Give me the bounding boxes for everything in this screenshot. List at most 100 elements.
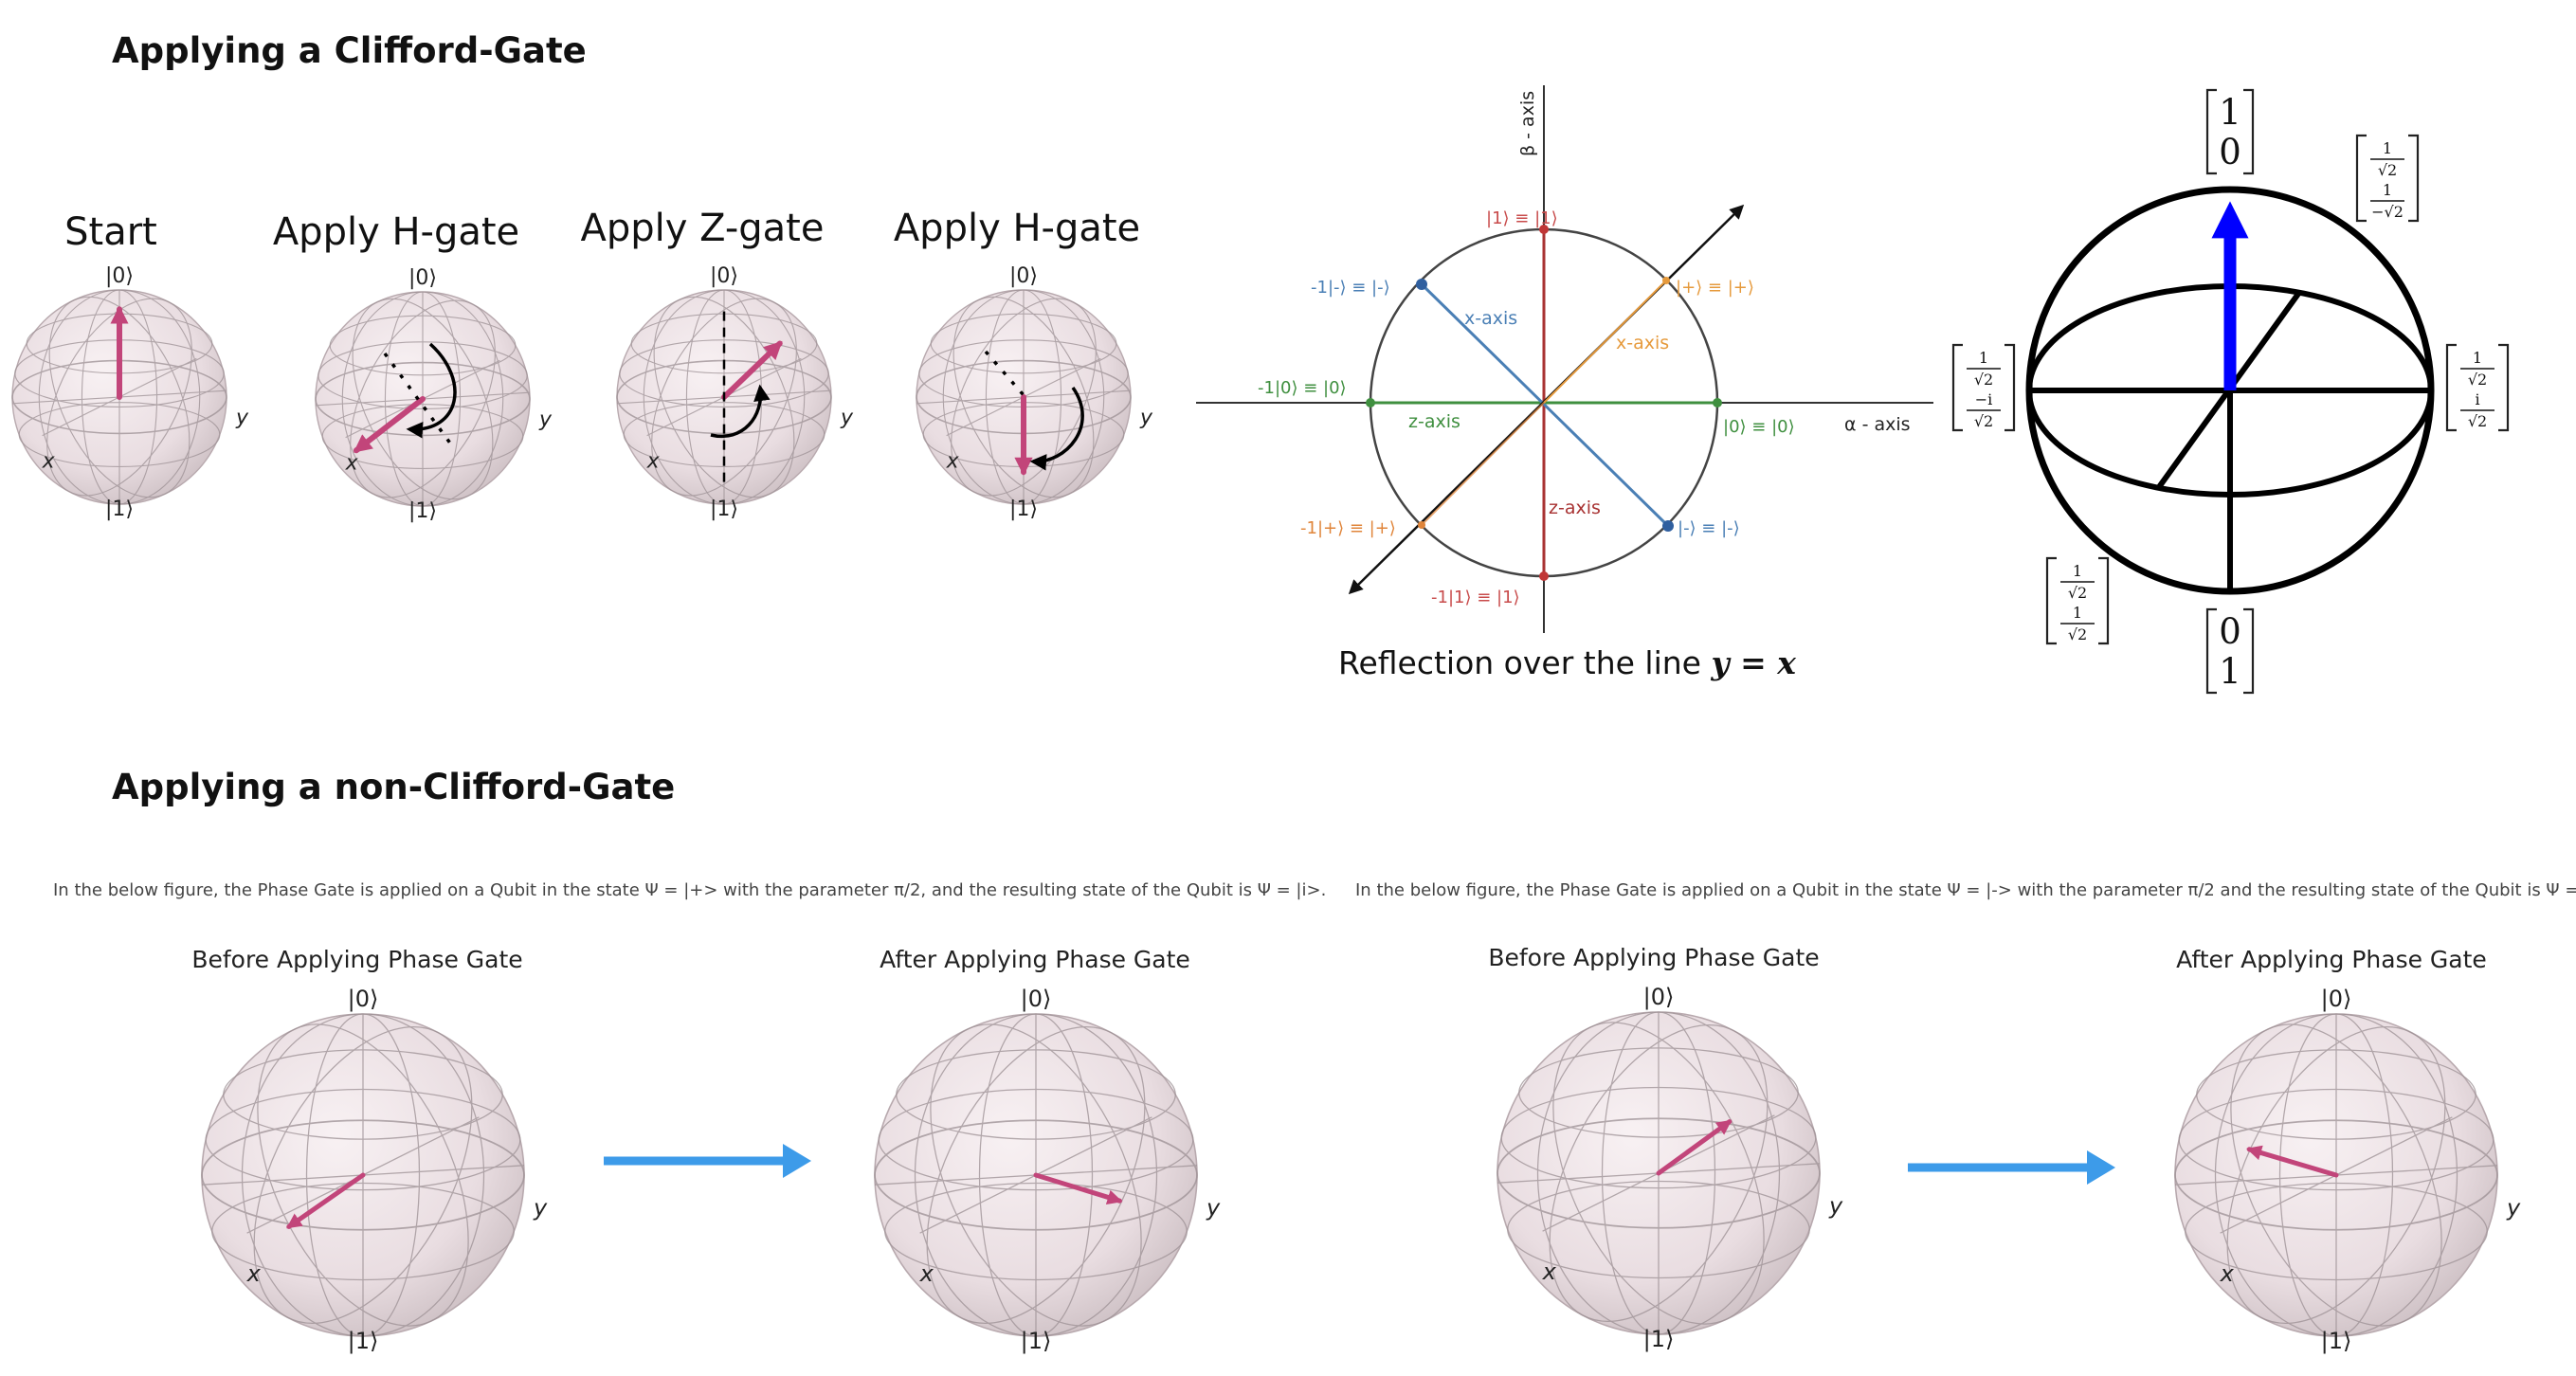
matrix-numerator: i: [2475, 390, 2479, 408]
label-zero-ket: |0⟩: [105, 264, 134, 288]
left-after-title: After Applying Phase Gate: [880, 946, 1190, 973]
label-minus-neg: -1|-⟩ ≡ |-⟩: [1311, 278, 1390, 298]
label-zero-neg: -1|0⟩ ≡ |0⟩: [1258, 378, 1347, 398]
label-y-axis: y: [235, 406, 249, 429]
state-vector: [1033, 1172, 1123, 1205]
label-y-axis: y: [538, 407, 553, 431]
sphere-after-i: |0⟩ |1⟩ x y: [874, 986, 1221, 1354]
label-one-ket: |1⟩: [105, 498, 134, 521]
point-zero-neg: [1366, 398, 1375, 407]
minus-plus-segment: [1421, 402, 1545, 526]
phase-gate-bloch-spheres: |0⟩ |1⟩ x y |0⟩ |1⟩ x y |0⟩ |1⟩ x y |0⟩ |1⟩ x y: [201, 984, 2521, 1354]
matrix-right: 1√2i√2: [2445, 343, 2510, 432]
state-vector: [286, 1172, 366, 1229]
matrix-numerator: 1: [2073, 604, 2082, 622]
matrix-top-right: 1 √2 1 −√2: [2355, 134, 2420, 223]
label-plus-neg: -1|+⟩ ≡ |+⟩: [1300, 518, 1396, 538]
z-axis-label-red: z-axis: [1549, 498, 1601, 518]
clifford-step-titles: Start Apply H-gate Apply Z-gate Apply H-…: [64, 207, 1140, 254]
label-y-axis: y: [840, 406, 854, 429]
non-clifford-heading: Applying a non-Clifford-Gate: [112, 767, 675, 807]
transition-arrows: [604, 1144, 2115, 1185]
diag-x-axis-label: x-axis: [1616, 333, 1669, 353]
rotation-arrow: [406, 342, 457, 439]
plus-segment: [1543, 280, 1667, 404]
label-one-ket: |1⟩: [348, 1328, 379, 1354]
clifford-bloch-spheres: |0⟩ |1⟩ x y |0⟩ |1⟩ x y |0⟩ |1⟩ x y |0⟩ |1⟩ x y: [11, 264, 1153, 523]
state-vector: [353, 396, 426, 454]
z-axis-label-green: z-axis: [1408, 411, 1460, 432]
label-zero-ket: |0⟩: [408, 266, 437, 290]
label-y-axis: y: [1206, 1195, 1221, 1222]
sphere-start: |0⟩ |1⟩ x y: [11, 264, 249, 521]
label-x-axis: x: [646, 450, 661, 474]
label-zero-ket: |0⟩: [1643, 984, 1675, 1010]
label-x-axis: x: [345, 452, 359, 476]
label-one: |1⟩ ≡ |1⟩: [1486, 208, 1558, 228]
label-y-axis: y: [1139, 406, 1153, 429]
matrix-bottom: 01: [2205, 607, 2255, 695]
label-zero-ket: |0⟩: [1021, 986, 1052, 1012]
sphere-grid: [315, 291, 531, 507]
matrix-denominator: −√2: [2371, 203, 2404, 221]
label-plus: |+⟩ ≡ |+⟩: [1676, 278, 1754, 298]
matrix-entry: 0: [2219, 611, 2241, 652]
matrix-numerator: 1: [2073, 562, 2082, 580]
left-transition-arrowhead: [783, 1144, 811, 1178]
point-one-neg: [1539, 571, 1549, 581]
clifford-heading: Applying a Clifford-Gate: [112, 30, 587, 71]
label-one-ket: |1⟩: [1009, 498, 1038, 521]
matrix-denominator: √2: [1974, 412, 1993, 430]
label-x-axis: x: [1542, 1258, 1557, 1285]
sphere-h-gate-1: |0⟩ |1⟩ x y: [315, 266, 553, 523]
point-plus: [1662, 277, 1670, 284]
point-one: [1539, 225, 1549, 234]
rotation-arrow: [1029, 386, 1084, 471]
matrix-denominator: √2: [2468, 412, 2487, 430]
label-y-axis: y: [2506, 1195, 2521, 1222]
label-zero-ket: |0⟩: [710, 264, 738, 288]
matrix-numerator: −i: [1975, 390, 1993, 408]
label-zero-ket: |0⟩: [1009, 264, 1038, 288]
right-transition-arrowhead: [2087, 1150, 2115, 1185]
label-one-neg: -1|1⟩ ≡ |1⟩: [1431, 588, 1520, 607]
matrix-numerator: 1: [2383, 139, 2392, 157]
caption-prefix: Reflection over the line: [1338, 644, 1711, 681]
reflection-caption: Reflection over the line y = x: [1338, 644, 1796, 681]
state-vector: [721, 340, 783, 400]
sphere-grid: [201, 1013, 525, 1337]
matrix-entry: 1: [2219, 92, 2241, 133]
rotation-arrow: [710, 384, 771, 439]
label-one-ket: |1⟩: [1021, 1328, 1052, 1354]
state-vector: [2246, 1145, 2339, 1178]
point-zero: [1713, 398, 1722, 407]
point-minus: [1662, 520, 1674, 532]
label-x-axis: x: [946, 450, 960, 474]
alpha-axis-label: α - axis: [1844, 414, 1911, 435]
label-zero-ket: |0⟩: [348, 986, 379, 1012]
label-one-ket: |1⟩: [2321, 1328, 2352, 1354]
caption-math: y = x: [1710, 644, 1796, 681]
right-panel-description: In the below figure, the Phase Gate is a…: [1355, 880, 2576, 900]
label-x-axis: x: [42, 450, 56, 474]
sphere-grid: [1497, 1011, 1821, 1335]
label-minus: |-⟩ ≡ |-⟩: [1678, 518, 1740, 538]
point-minus-neg: [1416, 279, 1427, 290]
right-before-title: Before Applying Phase Gate: [1488, 944, 1819, 971]
label-zero: |0⟩ ≡ |0⟩: [1723, 417, 1795, 437]
left-before-title: Before Applying Phase Gate: [191, 946, 522, 973]
matrix-top: 10: [2205, 88, 2255, 175]
x-axis-label: x-axis: [1464, 308, 1517, 329]
matrix-entry: 1: [2219, 651, 2241, 692]
right-after-title: After Applying Phase Gate: [2176, 946, 2487, 973]
label-x-axis: x: [246, 1260, 262, 1287]
sphere-before-plus: |0⟩ |1⟩ x y: [201, 986, 548, 1354]
sphere-before-minus: |0⟩ |1⟩ x y: [1497, 984, 1843, 1352]
matrix-left: 1√2−i√2: [1951, 343, 2016, 432]
matrix-numerator: 1: [2473, 349, 2482, 367]
label-x-axis: x: [2220, 1260, 2235, 1287]
sphere-h-gate-2: |0⟩ |1⟩ x y: [916, 264, 1153, 521]
